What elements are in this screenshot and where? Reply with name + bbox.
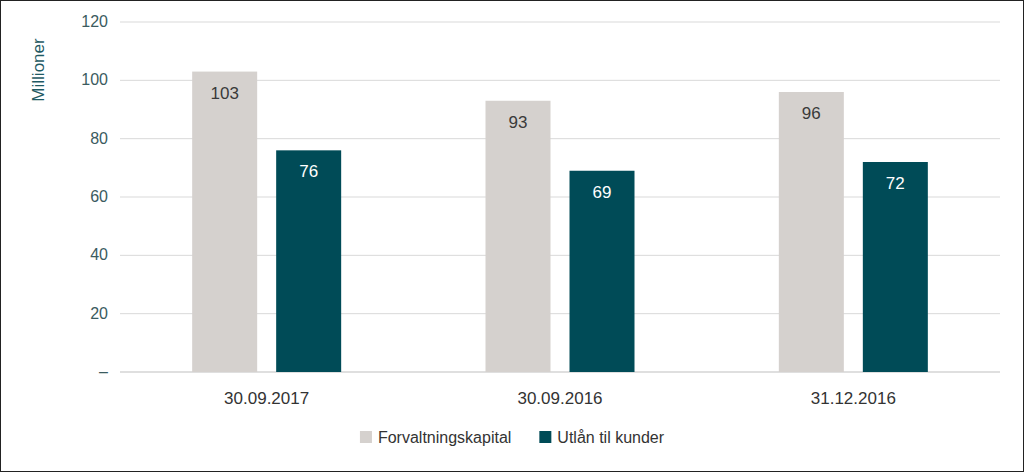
- y-axis-label: Millioner: [29, 38, 48, 102]
- data-label: 93: [509, 113, 528, 132]
- bar: [570, 171, 635, 372]
- x-tick-label: 30.09.2017: [224, 389, 309, 408]
- bar: [486, 101, 551, 372]
- frame-border: [1, 1, 1024, 472]
- legend-swatch: [539, 431, 551, 443]
- data-label: 96: [802, 104, 821, 123]
- chart: – 20 40 60 80 100 120 Millioner 103 76 93 69 96 72 30.…: [0, 0, 1024, 472]
- legend-label: Utlån til kunder: [557, 429, 664, 446]
- data-label: 76: [299, 162, 318, 181]
- y-tick-label: 100: [81, 71, 108, 88]
- data-label: 103: [210, 84, 238, 103]
- y-tick-label: 20: [90, 305, 108, 322]
- bar: [276, 150, 341, 372]
- y-tick-label: 40: [90, 246, 108, 263]
- x-tick-label: 30.09.2016: [517, 389, 602, 408]
- legend: Forvaltningskapital Utlån til kunder: [360, 429, 665, 446]
- data-label: 72: [886, 174, 905, 193]
- legend-label: Forvaltningskapital: [378, 429, 511, 446]
- y-tick-label: 60: [90, 188, 108, 205]
- bar: [192, 72, 257, 372]
- y-tick-label: 120: [81, 13, 108, 30]
- grid-line: [120, 22, 1000, 23]
- bars: [192, 72, 928, 372]
- y-tick-label: –: [99, 363, 108, 380]
- x-tick-label: 31.12.2016: [811, 389, 896, 408]
- bar: [779, 92, 844, 372]
- data-labels: 103 76 93 69 96 72: [210, 84, 904, 202]
- y-tick-label: 80: [90, 130, 108, 147]
- legend-swatch: [360, 431, 372, 443]
- data-label: 69: [593, 183, 612, 202]
- bar: [863, 162, 928, 372]
